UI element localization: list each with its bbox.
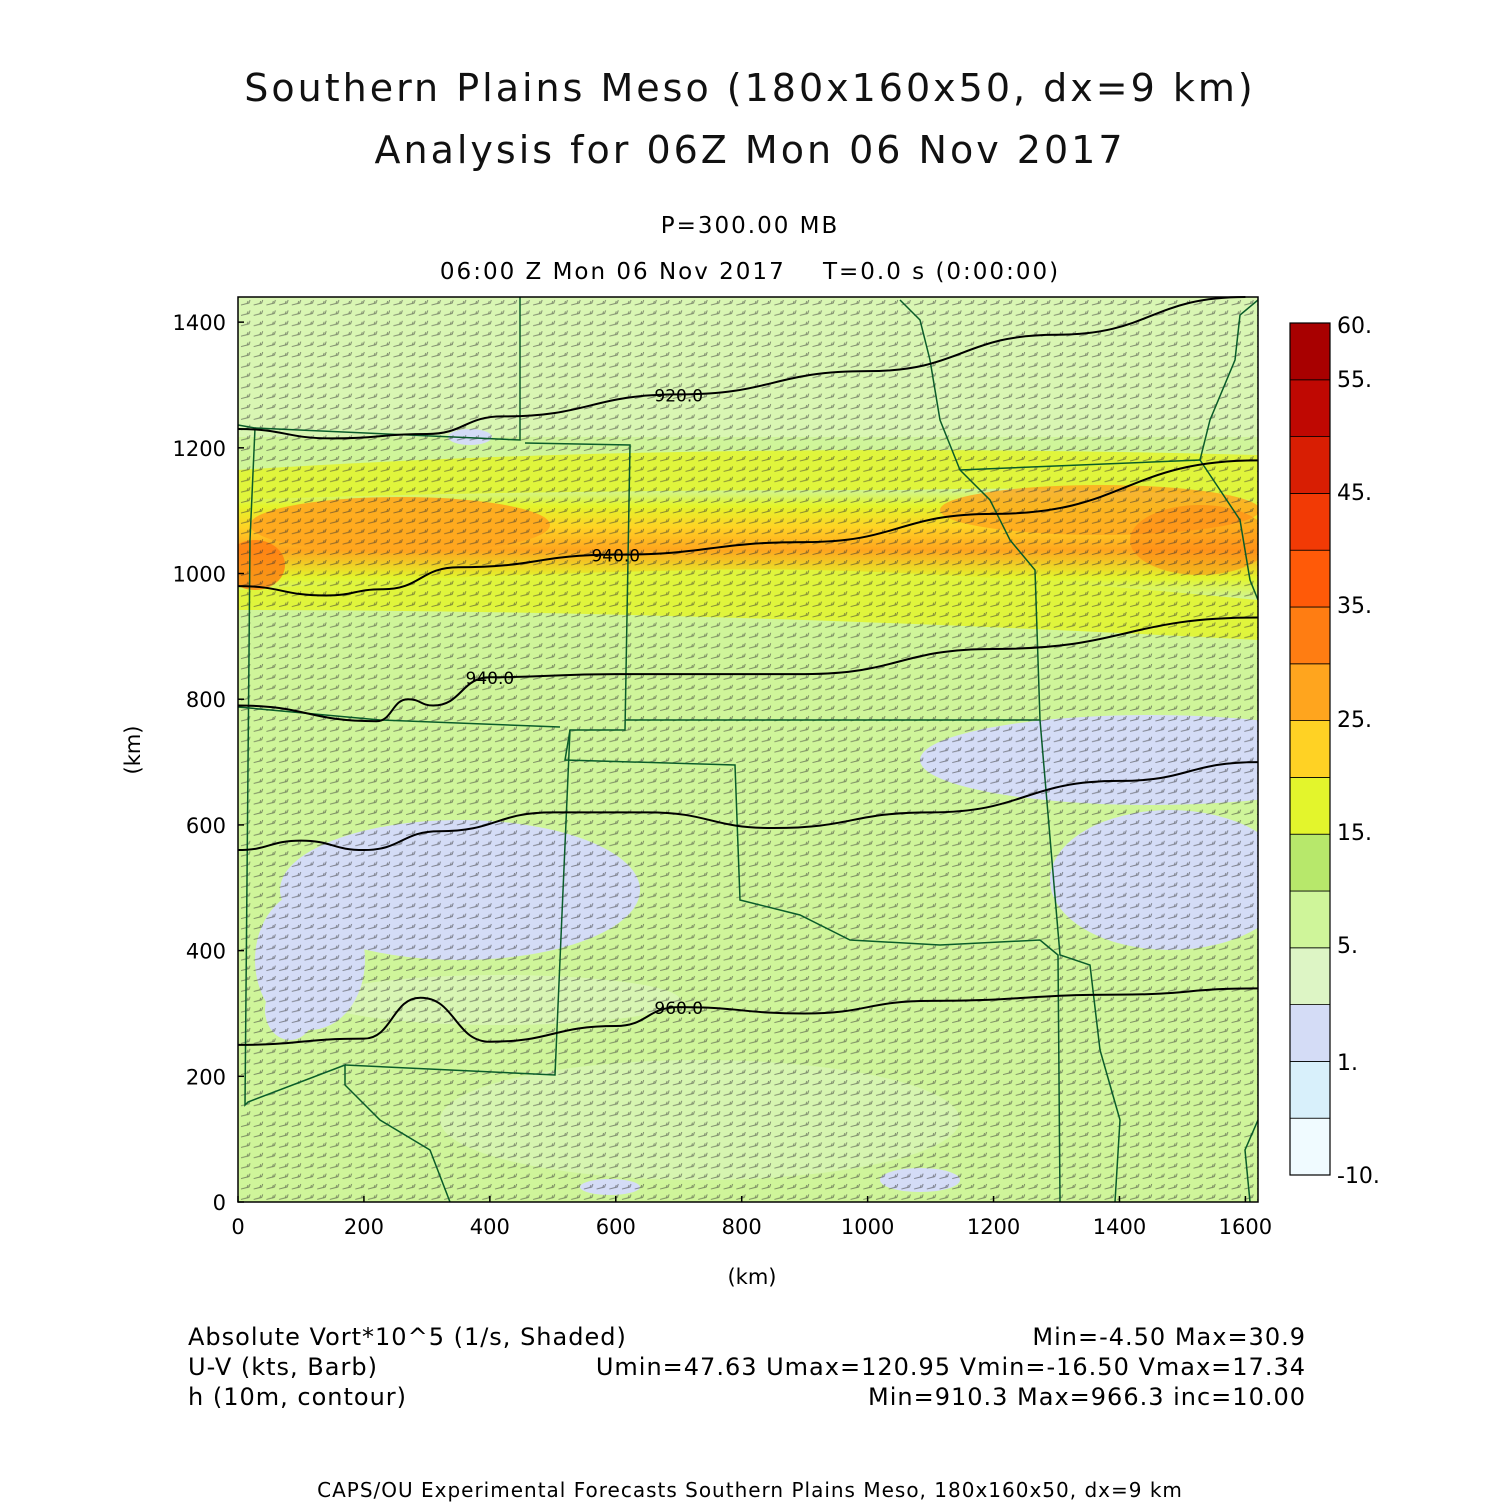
- colorbar-label: 55.: [1337, 368, 1372, 393]
- legend-field2: U-V (kts, Barb): [188, 1353, 378, 1381]
- y-tick-label: 1400: [173, 311, 226, 335]
- colorbar-swatch: [1289, 379, 1331, 437]
- legend-field3-stats: Min=910.3 Max=966.3 inc=10.00: [868, 1383, 1306, 1411]
- colorbar-swatch: [1289, 549, 1331, 608]
- height-contour-line: [237, 296, 1246, 440]
- colorbar-swatch: [1289, 1061, 1331, 1119]
- title-line2: Analysis for 06Z Mon 06 Nov 2017: [374, 128, 1126, 172]
- title-line1: Southern Plains Meso (180x160x50, dx=9 k…: [244, 66, 1256, 110]
- colorbar-swatch: [1289, 890, 1331, 949]
- x-tick-label: 0: [231, 1215, 244, 1239]
- colorbar-swatch: [1289, 606, 1331, 665]
- footer-note: CAPS/OU Experimental Forecasts Southern …: [317, 1478, 1183, 1502]
- y-tick-label: 400: [186, 940, 226, 964]
- contour-label: 960.0: [654, 999, 703, 1019]
- legend-field2-stats: Umin=47.63 Umax=120.95 Vmin=-16.50 Vmax=…: [595, 1353, 1306, 1381]
- colorbar-frame: [1289, 322, 1331, 1176]
- colorbar-swatch: [1289, 322, 1331, 381]
- x-tick-label: 1200: [967, 1215, 1020, 1239]
- y-axis-ticks: 0 200 400 600 800 1000 1200 1400: [173, 311, 244, 1215]
- y-axis-label: (km): [121, 725, 145, 774]
- colorbar-label: 15.: [1337, 821, 1372, 846]
- colorbar-swatch: [1289, 492, 1331, 551]
- legend-field1-stats: Min=-4.50 Max=30.9: [1032, 1323, 1306, 1351]
- x-tick-label: 1000: [841, 1215, 894, 1239]
- colorbar-label: 60.: [1337, 314, 1372, 339]
- colorbar-swatch: [1289, 720, 1331, 778]
- contour-label: 940.0: [591, 547, 640, 567]
- y-tick-label: 600: [186, 814, 226, 838]
- colorbar-label: 45.: [1337, 481, 1372, 506]
- legend-field1: Absolute Vort*10^5 (1/s, Shaded): [188, 1323, 627, 1351]
- height-contour-line: [237, 761, 1259, 852]
- colorbar-label: -10.: [1337, 1164, 1380, 1189]
- plot-frame: [237, 296, 1259, 1203]
- colorbar-swatch: [1289, 436, 1331, 494]
- colorbar-label: 35.: [1337, 594, 1372, 619]
- colorbar-label: 1.: [1337, 1051, 1358, 1076]
- colorbar-label: 5.: [1337, 934, 1358, 959]
- x-tick-label: 600: [596, 1215, 636, 1239]
- colorbar-swatch: [1289, 1004, 1331, 1062]
- x-tick-label: 200: [344, 1215, 384, 1239]
- colorbar-swatch: [1289, 1117, 1331, 1176]
- colorbar-swatch: [1289, 833, 1331, 892]
- height-contour-line: [237, 987, 1259, 1046]
- x-tick-label: 1600: [1219, 1215, 1272, 1239]
- x-tick-label: 800: [722, 1215, 762, 1239]
- colorbar-swatch: [1289, 663, 1331, 721]
- x-axis-ticks: 0 200 400 600 800 1000 1200 1400 1600: [231, 1196, 1272, 1239]
- contour-label: 920.0: [654, 386, 703, 406]
- contour-labels: 920.0 940.0 940.0 960.0: [466, 386, 704, 1019]
- contour-label: 940.0: [466, 669, 515, 689]
- legend-field3: h (10m, contour): [188, 1383, 408, 1411]
- plot-area: [238, 297, 1258, 1202]
- x-tick-label: 400: [470, 1215, 510, 1239]
- height-contour-line: [237, 616, 1259, 723]
- time-label: 06:00 Z Mon 06 Nov 2017 T=0.0 s (0:00:00…: [439, 259, 1061, 285]
- y-tick-label: 800: [186, 688, 226, 712]
- y-tick-label: 200: [186, 1065, 226, 1089]
- height-contours: [237, 296, 1259, 1046]
- colorbar-label: 25.: [1337, 708, 1372, 733]
- x-tick-label: 1400: [1093, 1215, 1146, 1239]
- height-contour-line: [237, 459, 1259, 597]
- level-label: P=300.00 MB: [660, 213, 840, 239]
- colorbar-swatch: [1289, 947, 1331, 1005]
- y-tick-label: 1200: [173, 437, 226, 461]
- colorbar-swatch: [1289, 777, 1331, 835]
- colorbar: 60. 55. 45. 35. 25. 15. 5. 1. -10.: [1289, 314, 1380, 1189]
- y-tick-label: 1000: [173, 563, 226, 587]
- x-axis-label: (km): [727, 1265, 776, 1289]
- y-tick-label: 0: [213, 1191, 226, 1215]
